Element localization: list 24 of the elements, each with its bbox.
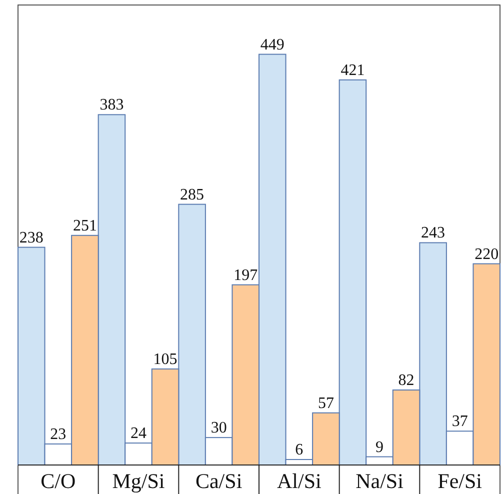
data-label: 220 bbox=[474, 246, 499, 263]
x-tick-label: Ca/Si bbox=[195, 469, 242, 493]
x-tick-label: Al/Si bbox=[276, 469, 322, 493]
data-label: 6 bbox=[295, 442, 304, 459]
data-label: 238 bbox=[19, 229, 44, 246]
x-tick-label: Fe/Si bbox=[438, 469, 482, 493]
data-label: 105 bbox=[153, 350, 178, 368]
data-label: 82 bbox=[398, 372, 414, 389]
data-label: 24 bbox=[130, 425, 146, 442]
data-label: 23 bbox=[50, 426, 66, 443]
x-tick-label: Na/Si bbox=[356, 469, 404, 493]
data-label: 383 bbox=[100, 96, 124, 114]
data-label: 421 bbox=[340, 62, 365, 79]
data-label: 251 bbox=[72, 217, 97, 234]
data-label: 57 bbox=[318, 394, 334, 412]
data-label: 285 bbox=[180, 186, 204, 204]
data-label: 37 bbox=[452, 413, 468, 430]
data-label: 30 bbox=[210, 420, 227, 437]
x-tick-label: C/O bbox=[40, 469, 76, 493]
data-label: 9 bbox=[376, 438, 384, 456]
x-tick-label: Mg/Si bbox=[112, 469, 165, 493]
data-label: 243 bbox=[421, 224, 446, 242]
data-label: 449 bbox=[260, 36, 284, 54]
data-label: 197 bbox=[234, 266, 258, 284]
